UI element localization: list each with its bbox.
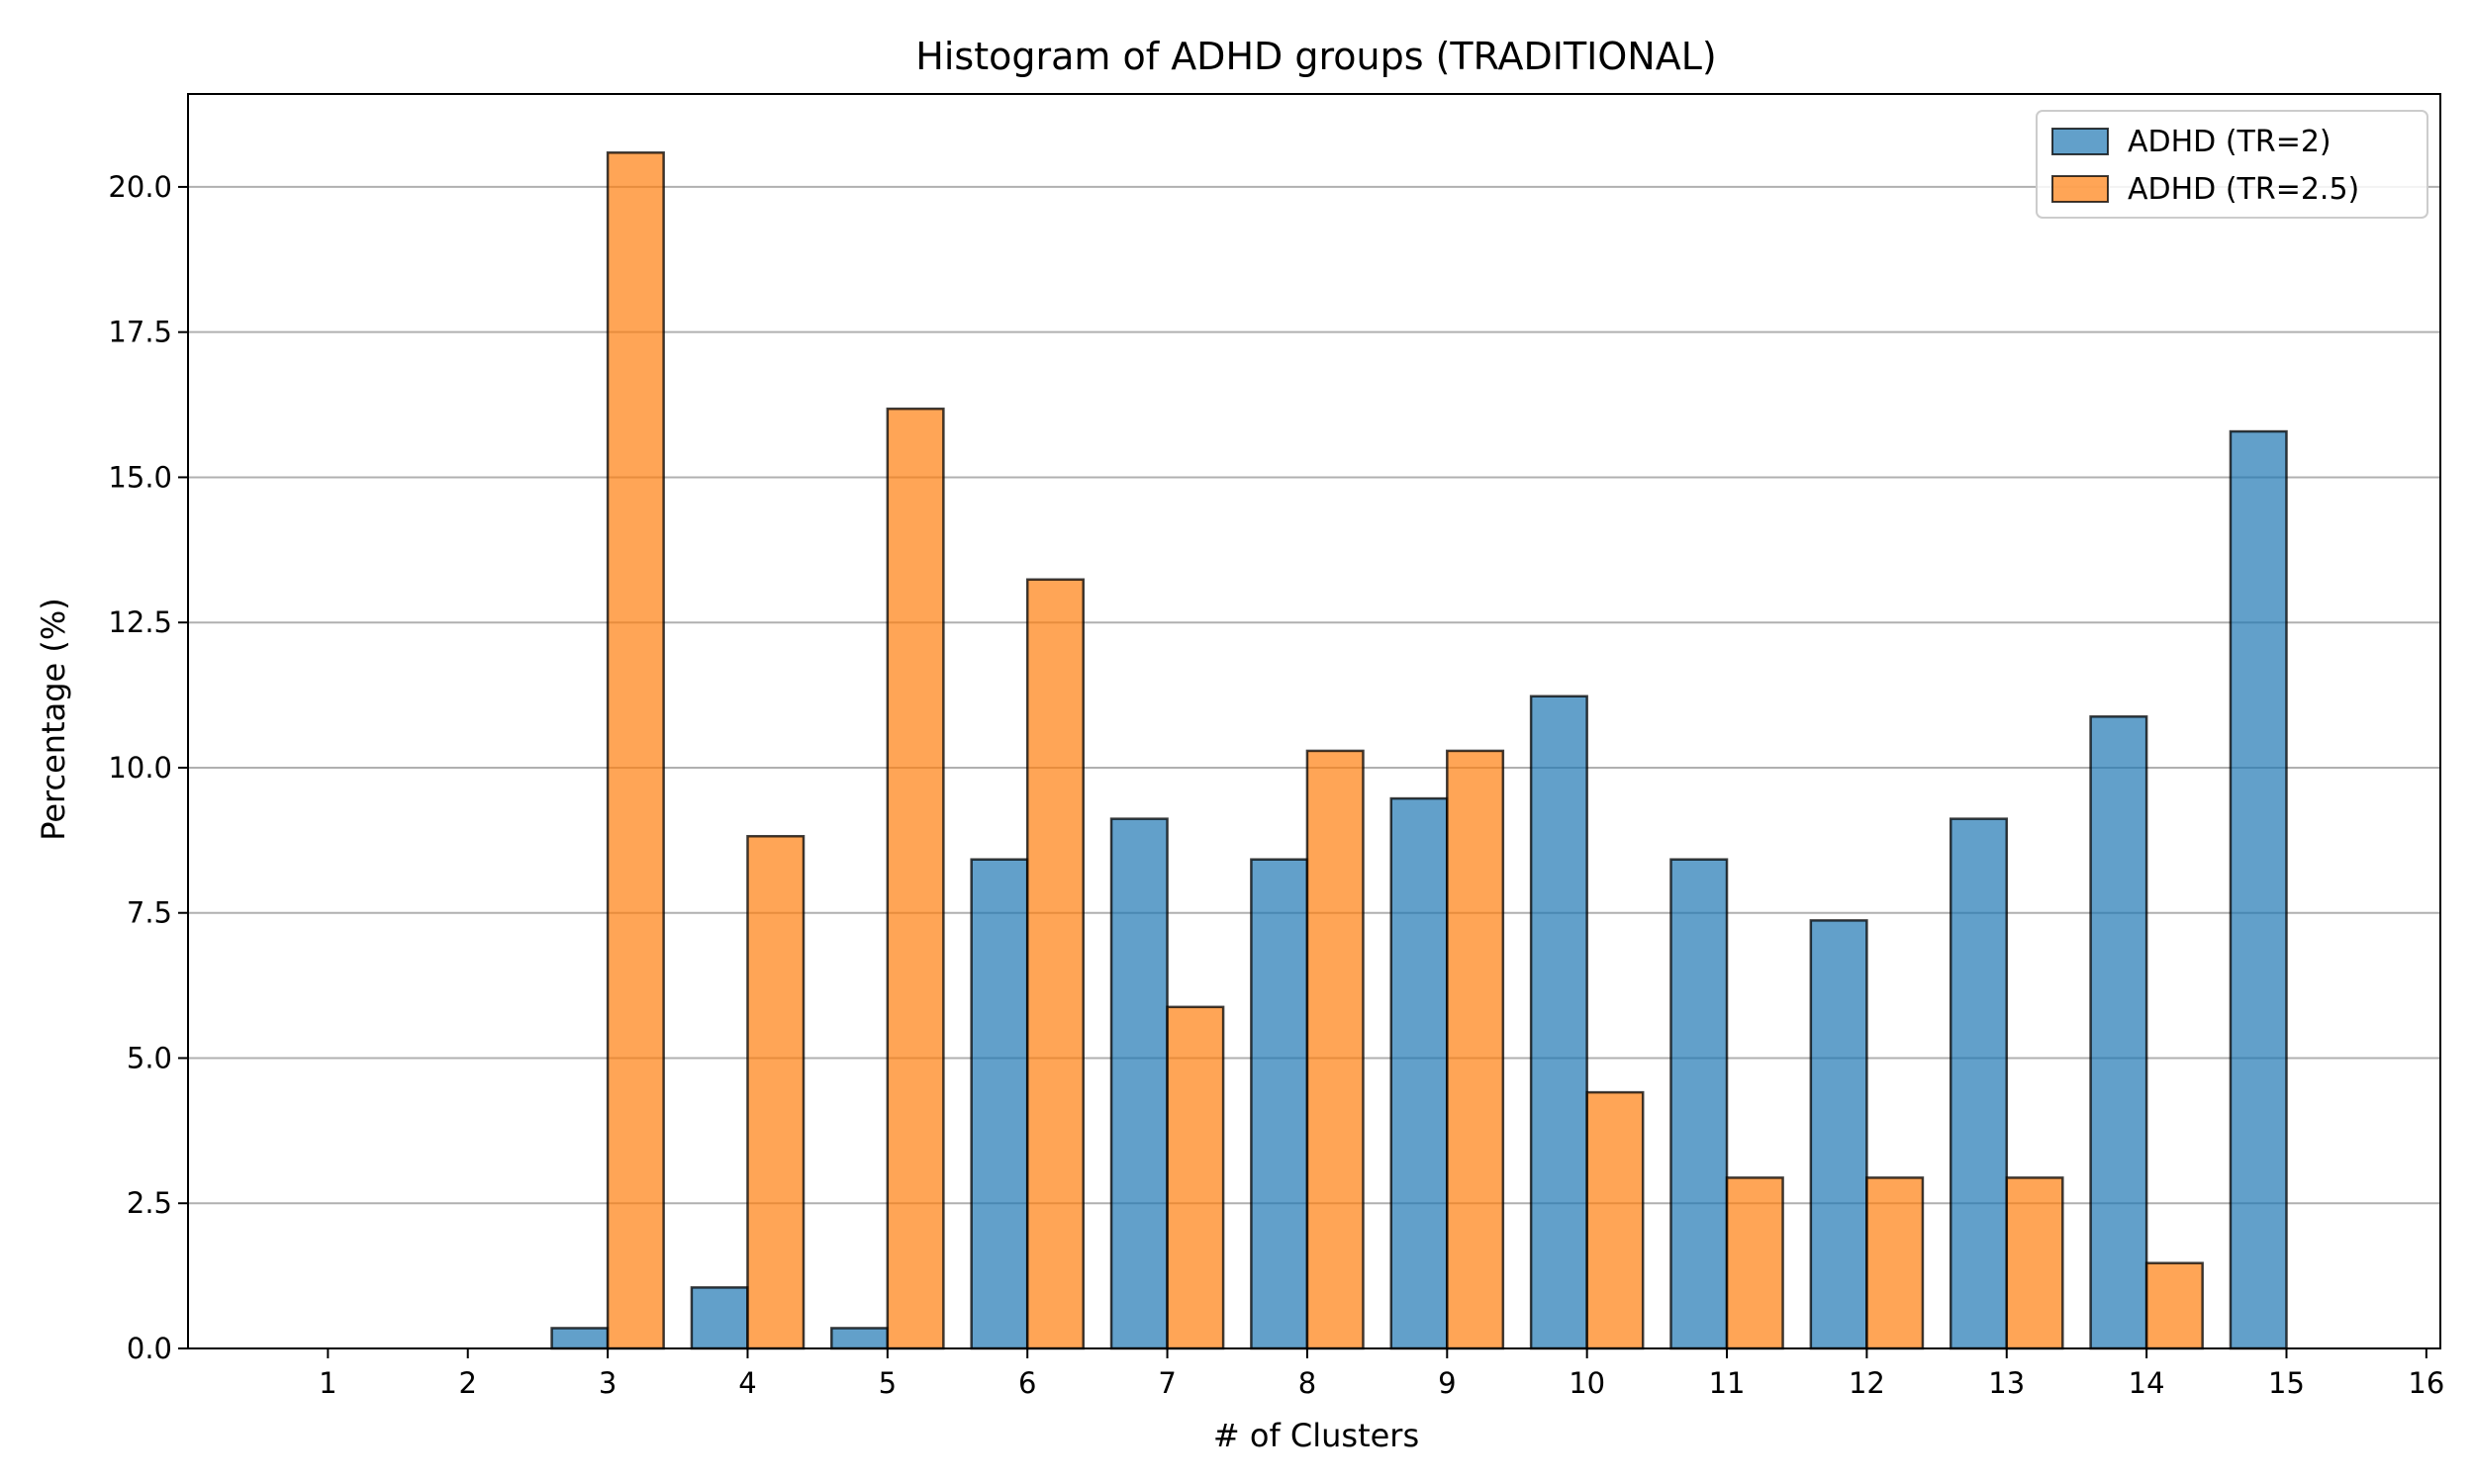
y-tick-label: 10.0: [108, 751, 172, 785]
bar-series-1: [690, 1286, 749, 1350]
y-axis-label: Percentage (%): [35, 598, 72, 841]
bar-series-1: [1389, 796, 1449, 1350]
x-tick-label: 10: [1569, 1366, 1605, 1400]
bar-series-1: [1109, 817, 1169, 1350]
legend-entry: ADHD (TR=2): [2128, 125, 2331, 159]
bar-series-1: [830, 1327, 890, 1350]
x-tick-label: 5: [879, 1366, 897, 1400]
y-tick-label: 7.5: [127, 896, 172, 930]
bar-series-1: [2229, 429, 2288, 1350]
y-tick-label: 15.0: [108, 460, 172, 494]
plot-frame: [187, 93, 2441, 1349]
y-tick-label: 2.5: [127, 1186, 172, 1220]
y-axis-ticks: 0.0 2.5 5.0 7.5 10.0 12.5 15.0 17.5 20.0: [108, 170, 188, 1365]
legend-swatch: [2051, 128, 2109, 155]
bar-series-1: [1250, 858, 1309, 1350]
bar-series-2: [1725, 1176, 1784, 1350]
bar-series-2: [1446, 749, 1505, 1350]
bars: [550, 151, 2288, 1350]
x-tick-label: 1: [319, 1366, 336, 1400]
legend: ADHD (TR=2) ADHD (TR=2.5): [2036, 110, 2428, 219]
x-tick-label: 16: [2408, 1366, 2444, 1400]
bar-series-1: [970, 858, 1029, 1350]
x-tick-label: 15: [2268, 1366, 2305, 1400]
x-axis-label: # of Clusters: [1213, 1417, 1419, 1454]
x-tick-label: 12: [1849, 1366, 1885, 1400]
bar-series-1: [1809, 919, 1868, 1350]
x-tick-label: 14: [2129, 1366, 2165, 1400]
x-tick-label: 4: [738, 1366, 756, 1400]
legend-entry: ADHD (TR=2.5): [2128, 172, 2359, 207]
bar-series-2: [1305, 749, 1365, 1350]
bar-series-2: [606, 151, 665, 1350]
bar-series-1: [2089, 715, 2148, 1350]
bar-series-1: [1669, 858, 1729, 1350]
y-tick-label: 0.0: [127, 1332, 172, 1365]
x-tick-label: 6: [1018, 1366, 1036, 1400]
x-tick-label: 9: [1438, 1366, 1456, 1400]
y-tick-label: 12.5: [108, 605, 172, 639]
bar-series-2: [1166, 1005, 1225, 1350]
bar-series-2: [2005, 1176, 2064, 1350]
x-tick-label: 8: [1298, 1366, 1316, 1400]
y-tick-label: 17.5: [108, 316, 172, 349]
y-tick-label: 20.0: [108, 170, 172, 204]
x-tick-label: 2: [459, 1366, 477, 1400]
y-tick-label: 5.0: [127, 1041, 172, 1074]
bar-series-2: [886, 407, 945, 1350]
bar-series-2: [1025, 578, 1085, 1350]
x-tick-label: 13: [1988, 1366, 2025, 1400]
bar-series-1: [1949, 817, 2009, 1350]
bar-series-2: [1865, 1176, 1925, 1350]
bar-series-2: [2144, 1261, 2204, 1350]
bar-series-2: [1585, 1090, 1645, 1350]
bar-series-1: [1529, 695, 1588, 1350]
chart-title: Histogram of ADHD groups (TRADITIONAL): [915, 35, 1716, 78]
legend-swatch: [2051, 175, 2109, 203]
bar-series-1: [550, 1327, 610, 1350]
x-tick-label: 7: [1158, 1366, 1176, 1400]
legend-box: [2036, 110, 2428, 219]
x-tick-label: 11: [1709, 1366, 1746, 1400]
x-tick-label: 3: [599, 1366, 617, 1400]
x-axis-ticks: 1 2 3 4 5 6 7 8 9 10 11 12 13 14 15 16: [319, 1348, 2444, 1400]
bar-series-2: [746, 834, 806, 1350]
